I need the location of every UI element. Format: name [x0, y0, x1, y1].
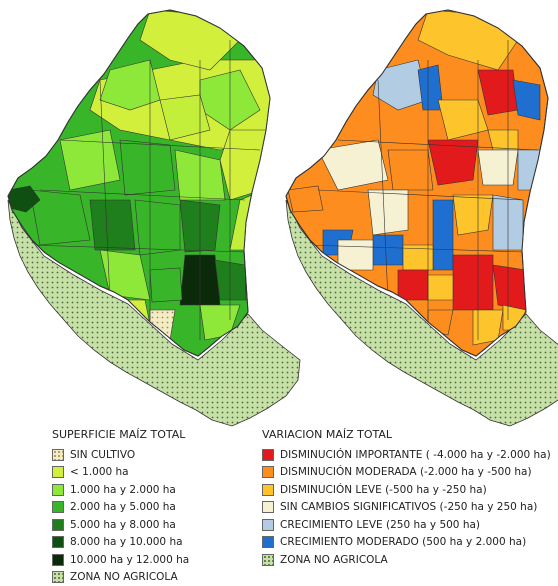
- legend-label: < 1.000 ha: [70, 466, 129, 478]
- legend-superficie-title: SUPERFICIE MAÍZ TOTAL: [52, 428, 189, 442]
- legend-swatch: [52, 449, 64, 461]
- legend-swatch: [262, 536, 274, 548]
- legend-swatch: [262, 554, 274, 566]
- legend-variacion: VARIACION MAÍZ TOTAL DISMINUCIÓN IMPORTA…: [262, 428, 551, 569]
- legend-item: DISMINUCIÓN MODERADA (-2.000 ha y -500 h…: [262, 464, 551, 482]
- legend-label: SIN CAMBIOS SIGNIFICATIVOS (-250 ha y 25…: [280, 501, 537, 513]
- map-variacion-maiz: [286, 10, 558, 426]
- legend-item: DISMINUCIÓN IMPORTANTE ( -4.000 ha y -2.…: [262, 446, 551, 464]
- legend-item: 8.000 ha y 10.000 ha: [52, 534, 189, 552]
- legend-label: ZONA NO AGRICOLA: [70, 571, 178, 583]
- legend-label: 1.000 ha y 2.000 ha: [70, 484, 176, 496]
- legend-swatch: [52, 484, 64, 496]
- legend-item: SIN CULTIVO: [52, 446, 189, 464]
- legend-label: 2.000 ha y 5.000 ha: [70, 501, 176, 513]
- legend-item: 5.000 ha y 8.000 ha: [52, 516, 189, 534]
- legend-item: < 1.000 ha: [52, 464, 189, 482]
- legend-label: SIN CULTIVO: [70, 449, 135, 461]
- legend-item: ZONA NO AGRICOLA: [262, 551, 551, 569]
- legend-swatch: [262, 519, 274, 531]
- legend-label: 8.000 ha y 10.000 ha: [70, 536, 183, 548]
- legend-item: 10.000 ha y 12.000 ha: [52, 551, 189, 569]
- legend-label: 5.000 ha y 8.000 ha: [70, 519, 176, 531]
- legend-swatch: [52, 466, 64, 478]
- legend-swatch: [262, 484, 274, 496]
- legend-label: DISMINUCIÓN LEVE (-500 ha y -250 ha): [280, 484, 487, 496]
- legend-superficie: SUPERFICIE MAÍZ TOTAL SIN CULTIVO < 1.000…: [52, 428, 189, 586]
- legend-swatch: [52, 501, 64, 513]
- legend-swatch: [262, 449, 274, 461]
- legend-swatch: [52, 554, 64, 566]
- legend-label: DISMINUCIÓN IMPORTANTE ( -4.000 ha y -2.…: [280, 449, 551, 461]
- legend-item: 2.000 ha y 5.000 ha: [52, 499, 189, 517]
- legend-swatch: [52, 536, 64, 548]
- legend-swatch: [52, 519, 64, 531]
- legend-swatch: [262, 466, 274, 478]
- legend-label: 10.000 ha y 12.000 ha: [70, 554, 189, 566]
- legend-label: CRECIMIENTO LEVE (250 ha y 500 ha): [280, 519, 480, 531]
- legend-swatch: [262, 501, 274, 513]
- legend-item: CRECIMIENTO MODERADO (500 ha y 2.000 ha): [262, 534, 551, 552]
- legend-label: DISMINUCIÓN MODERADA (-2.000 ha y -500 h…: [280, 466, 532, 478]
- legend-item: SIN CAMBIOS SIGNIFICATIVOS (-250 ha y 25…: [262, 499, 551, 517]
- legend-label: ZONA NO AGRICOLA: [280, 554, 388, 566]
- legend-item: ZONA NO AGRICOLA: [52, 569, 189, 586]
- legend-label: CRECIMIENTO MODERADO (500 ha y 2.000 ha): [280, 536, 526, 548]
- legend-item: DISMINUCIÓN LEVE (-500 ha y -250 ha): [262, 481, 551, 499]
- legend-swatch: [52, 571, 64, 583]
- legend-item: 1.000 ha y 2.000 ha: [52, 481, 189, 499]
- map-superficie-maiz: [8, 10, 300, 426]
- legend-variacion-title: VARIACION MAÍZ TOTAL: [262, 428, 551, 442]
- legend-item: CRECIMIENTO LEVE (250 ha y 500 ha): [262, 516, 551, 534]
